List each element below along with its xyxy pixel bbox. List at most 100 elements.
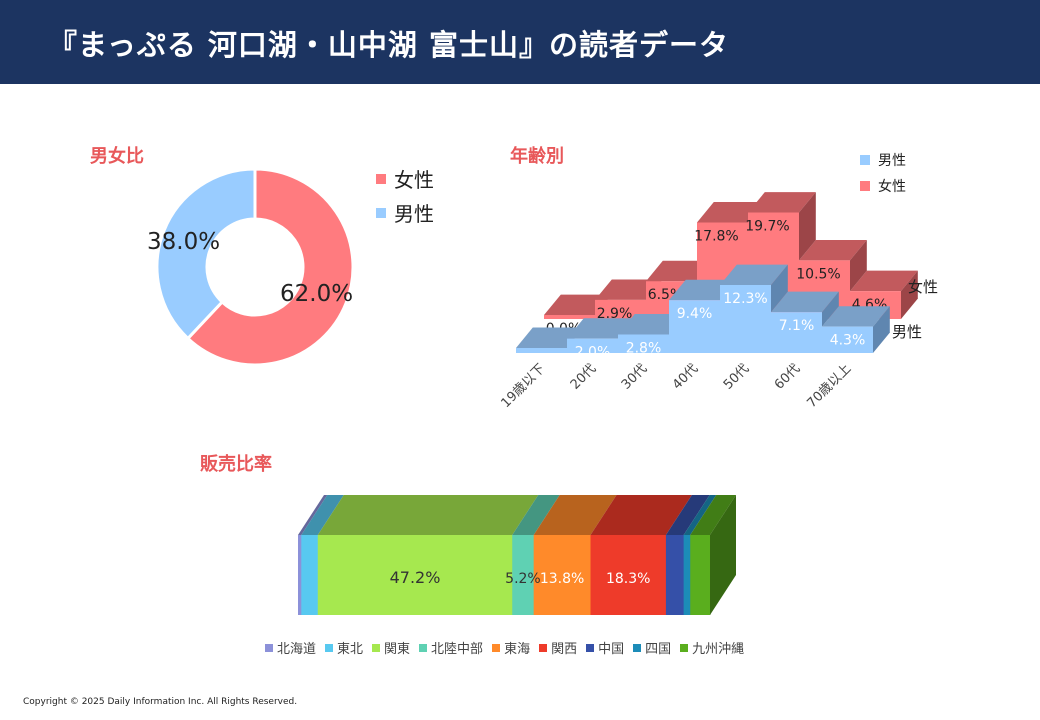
- legend-female-label: 女性: [394, 168, 434, 192]
- gender-section-title: 男女比: [90, 146, 144, 167]
- sales-segment-8: [690, 535, 711, 615]
- sales-legend-label-4: 東海: [504, 642, 531, 657]
- sales-right-side: [710, 495, 736, 615]
- legend-female: 女性: [376, 164, 434, 193]
- sales-top-6: [665, 495, 710, 535]
- age-female-legend-swatch: [860, 181, 870, 191]
- sales-value-label-2: 47.2%: [390, 568, 441, 587]
- sales-legend-label-6: 中国: [598, 642, 625, 657]
- male-row-value-label-1: 2.0%: [575, 345, 611, 361]
- sales-top-0: [298, 495, 328, 535]
- male-row-value-label-5: 7.1%: [779, 318, 815, 334]
- page-title: 『まっぷる 河口湖・山中湖 富士山』の読者データ: [48, 28, 730, 62]
- male-row-front: [516, 285, 873, 353]
- age-section-title: 年齢別: [510, 146, 564, 167]
- female-row-value-label-1: 2.9%: [597, 306, 633, 322]
- sales-legend: 北海道 東北 関東 北陸中部 東海 関西 中国 四国 九州沖縄: [265, 638, 744, 657]
- male-row-top-1: [567, 318, 635, 339]
- male-row-side-5: [822, 291, 839, 327]
- male-row-value-label-3: 9.4%: [677, 306, 713, 322]
- sales-legend-swatch-5: [539, 643, 548, 652]
- depth-label-male: 男性: [892, 323, 923, 341]
- male-row-top-5: [771, 291, 839, 313]
- male-row-top-4: [720, 264, 788, 286]
- sales-legend-swatch-2: [372, 643, 381, 652]
- sales-value-label-4: 13.8%: [540, 571, 584, 587]
- sales-top-3: [512, 495, 560, 535]
- sales-legend-label-1: 東北: [337, 642, 364, 657]
- sales-legend-item-4: 東海: [492, 638, 530, 657]
- sales-legend-swatch-7: [633, 643, 642, 652]
- sales-value-label-3: 5.2%: [505, 571, 541, 587]
- sales-legend-swatch-6: [586, 643, 595, 652]
- female-row-top-4: [748, 192, 816, 213]
- female-row-value-label-5: 10.5%: [796, 266, 840, 282]
- male-row-side-4: [771, 264, 788, 313]
- age-category-label-2: 30代: [619, 361, 650, 392]
- sales-value-label-5: 18.3%: [606, 571, 650, 587]
- sales-legend-item-2: 関東: [372, 638, 410, 657]
- sales-section-title: 販売比率: [200, 454, 272, 475]
- male-row-top-0: [516, 327, 584, 348]
- gender-donut-chart: [155, 167, 355, 367]
- sales-segment-6: [665, 535, 685, 615]
- legend-male-label: 男性: [394, 202, 434, 226]
- sales-legend-label-7: 四国: [645, 642, 672, 657]
- female-legend-swatch: [376, 173, 386, 184]
- sales-top-2: [317, 495, 539, 535]
- male-row-top-3: [669, 279, 737, 301]
- age-legend-male-label: 男性: [878, 153, 906, 169]
- female-row-top-1: [595, 279, 663, 300]
- male-row-top-2: [618, 314, 686, 335]
- sales-legend-item-1: 東北: [325, 638, 363, 657]
- sales-legend-item-0: 北海道: [265, 638, 316, 657]
- sales-legend-item-8: 九州沖縄: [680, 638, 744, 657]
- sales-legend-swatch-0: [265, 643, 273, 652]
- sales-segment-0: [298, 535, 302, 615]
- male-row-top-6: [822, 306, 890, 327]
- sales-segment-7: [683, 535, 691, 615]
- age-category-label-6: 70歳以上: [804, 361, 854, 411]
- sales-top-1: [301, 495, 344, 535]
- female-row-top-0: [544, 294, 612, 315]
- male-legend-swatch: [376, 207, 386, 218]
- sales-segment-2: [317, 535, 513, 615]
- male-row-value-label-4: 12.3%: [723, 291, 767, 307]
- sales-legend-swatch-8: [680, 643, 689, 652]
- female-row-side-5: [850, 240, 867, 292]
- sales-top-7: [683, 495, 717, 535]
- age-legend-female-label: 女性: [878, 179, 906, 195]
- sales-segment-1: [301, 535, 319, 615]
- male-row-value-label-0: 0.2%: [524, 354, 560, 370]
- donut-slice-male: [155, 167, 257, 341]
- sales-segment-5: [590, 535, 667, 615]
- age-category-label-4: 50代: [721, 361, 752, 392]
- sales-legend-label-0: 北海道: [277, 642, 317, 657]
- sales-segment-3: [512, 535, 535, 615]
- sales-legend-item-5: 関西: [539, 638, 577, 657]
- sales-3d-bar: 47.2% 5.2% 13.8% 18.3%: [298, 495, 736, 615]
- sales-top-5: [590, 495, 692, 535]
- sales-legend-swatch-1: [325, 643, 334, 652]
- female-row-value-label-4: 19.7%: [745, 219, 789, 235]
- sales-top-8: [690, 495, 736, 535]
- female-row-side-4: [799, 192, 816, 261]
- age-category-label-1: 20代: [568, 361, 599, 392]
- donut-slice-female: [185, 167, 355, 367]
- female-row-top-2: [646, 260, 714, 282]
- sales-legend-item-3: 北陸中部: [419, 638, 483, 657]
- age-3d-chart: 0.0%2.9%6.5%17.8%19.7%10.5%4.6%0.2%2.0%2…: [498, 192, 918, 411]
- sales-legend-item-6: 中国: [586, 638, 624, 657]
- female-percent-label: 62.0%: [280, 281, 354, 307]
- female-row-top-6: [850, 270, 918, 292]
- sales-legend-label-5: 関西: [551, 642, 578, 657]
- female-row-side-6: [901, 270, 918, 319]
- age-category-label-5: 60代: [772, 361, 803, 392]
- sales-legend-swatch-3: [419, 643, 428, 652]
- female-row-value-label-3: 17.8%: [694, 228, 738, 244]
- female-row-top-5: [799, 240, 867, 261]
- depth-label-female: 女性: [908, 278, 939, 296]
- sales-legend-label-8: 九州沖縄: [692, 642, 745, 657]
- header-bar: 『まっぷる 河口湖・山中湖 富士山』の読者データ: [0, 0, 1040, 84]
- male-percent-label: 38.0%: [147, 229, 221, 255]
